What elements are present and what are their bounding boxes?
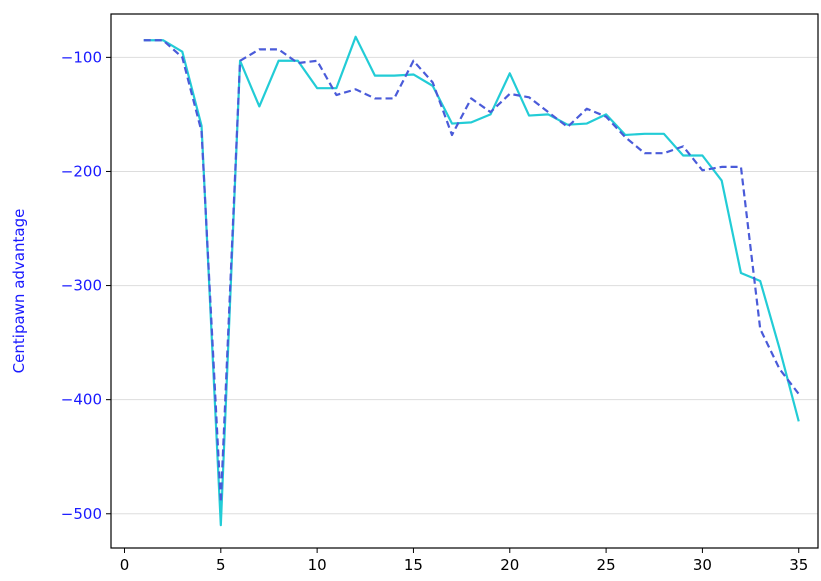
x-tick-label: 20 xyxy=(500,556,519,574)
x-tick-label: 30 xyxy=(693,556,712,574)
y-tick-label: −300 xyxy=(61,277,102,295)
x-tick-label: 5 xyxy=(216,556,226,574)
y-tick-label: −100 xyxy=(61,48,102,66)
x-tick-label: 0 xyxy=(120,556,130,574)
dashed-series-line xyxy=(143,39,800,504)
x-tick-label: 15 xyxy=(404,556,423,574)
axis-ticks: 0 5 10 15 20 25 30 35 −100 −200 −300 −400 −500 xyxy=(61,48,808,574)
solid-series-line xyxy=(143,35,800,527)
x-tick-label: 10 xyxy=(308,556,327,574)
y-tick-label: −400 xyxy=(61,391,102,409)
grid-lines xyxy=(111,56,818,515)
x-tick-label: 25 xyxy=(597,556,616,574)
series-lines xyxy=(143,35,800,527)
y-tick-label: −500 xyxy=(61,505,102,523)
y-tick-label: −200 xyxy=(61,162,102,180)
y-axis-label: Centipawn advantage xyxy=(10,209,28,374)
plot-frame xyxy=(110,13,819,549)
x-tick-label: 35 xyxy=(789,556,808,574)
